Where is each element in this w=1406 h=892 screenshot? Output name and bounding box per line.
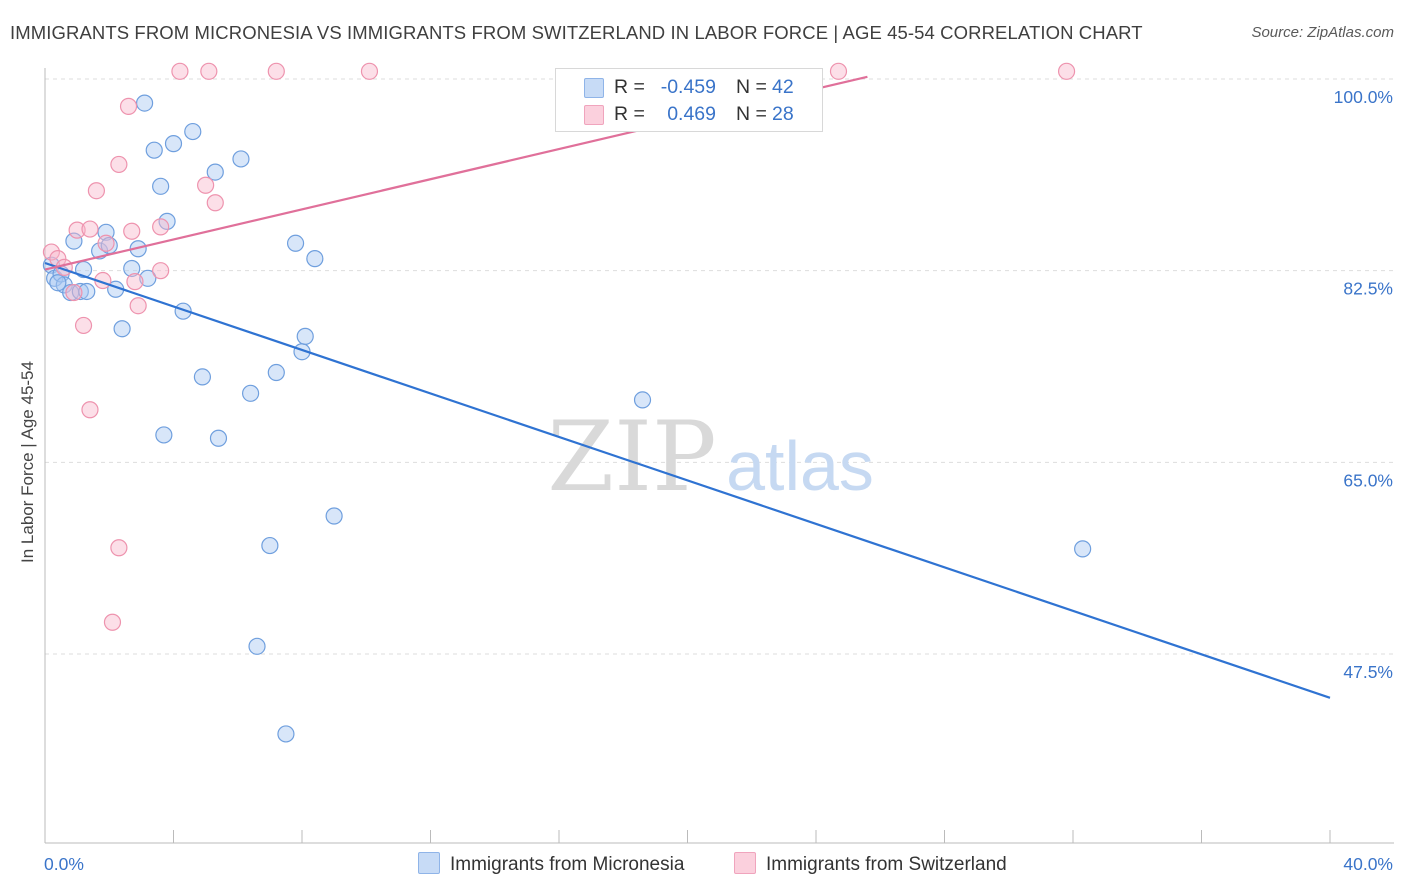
data-point (126, 273, 144, 291)
data-point (42, 243, 61, 261)
data-point (171, 62, 189, 80)
y-axis-title: In Labor Force | Age 45-54 (18, 361, 37, 563)
data-point (78, 282, 96, 301)
data-point (74, 316, 93, 335)
data-point (174, 302, 192, 320)
grid-lines (45, 78, 1394, 655)
watermark-atlas: atlas (726, 427, 874, 505)
data-point (155, 426, 173, 444)
series-legend: Immigrants from Micronesia Immigrants fr… (0, 852, 1406, 878)
source-credit: Source: ZipAtlas.com (1251, 24, 1394, 41)
data-point (1057, 62, 1076, 80)
legend-label-switzerland: Immigrants from Switzerland (766, 854, 1007, 875)
data-point (306, 250, 324, 268)
data-point (123, 222, 141, 240)
chart-title: IMMIGRANTS FROM MICRONESIA VS IMMIGRANTS… (10, 22, 1143, 43)
legend-label-micronesia: Immigrants from Micronesia (450, 854, 685, 875)
data-point (152, 218, 170, 236)
data-point (119, 97, 138, 115)
legend-item-micronesia[interactable]: Immigrants from Micronesia (418, 852, 684, 876)
data-point (65, 283, 83, 302)
watermark-zip: ZIP (547, 401, 716, 513)
data-point (206, 194, 224, 212)
data-point (232, 150, 250, 168)
data-point (277, 725, 295, 743)
legend-swatch-micronesia (584, 78, 604, 98)
y-tick-label: 82.5% (1343, 279, 1393, 299)
series-switzerland-points (42, 62, 1076, 631)
legend-swatch-micronesia (418, 852, 440, 874)
data-point (49, 274, 67, 292)
correlation-legend: R = -0.459 N = 42 R = 0.469 N = 28 (555, 68, 823, 132)
data-point (286, 234, 305, 252)
axes (44, 68, 1394, 844)
data-point (139, 269, 157, 287)
data-point (152, 262, 170, 280)
data-point (145, 141, 163, 159)
trend-lines (44, 75, 1331, 699)
tick-labels: 100.0% 82.5% 65.0% 47.5% 0.0% 40.0% (44, 87, 1393, 874)
y-tick-label: 100.0% (1334, 87, 1393, 107)
watermark: ZIP atlas (547, 401, 874, 513)
data-point (206, 163, 224, 181)
legend-r-label: R = (614, 103, 645, 125)
data-point (197, 176, 215, 194)
data-point (110, 155, 128, 174)
data-point (71, 282, 89, 301)
legend-swatch-switzerland (584, 105, 604, 125)
data-point (267, 62, 285, 80)
data-point (81, 220, 99, 238)
legend-n-label: N = (736, 103, 767, 125)
legend-r-value: -0.459 (660, 76, 716, 98)
data-point (261, 536, 279, 555)
x-tick-label: 40.0% (1343, 854, 1393, 874)
y-tick-label: 65.0% (1343, 470, 1393, 490)
data-point (164, 135, 183, 153)
data-point (123, 259, 141, 278)
legend-r-value: 0.469 (667, 103, 716, 125)
data-point (135, 94, 154, 112)
data-point (87, 182, 106, 200)
legend-n-value: 28 (772, 103, 794, 125)
data-point (184, 122, 202, 141)
legend-n-value: 42 (772, 76, 794, 98)
data-point (103, 613, 122, 631)
legend-r-label: R = (614, 76, 645, 98)
data-point (325, 507, 343, 525)
data-point (829, 62, 848, 80)
legend-item-switzerland[interactable]: Immigrants from Switzerland (734, 852, 1007, 876)
data-point (633, 391, 652, 409)
data-point (267, 363, 285, 382)
legend-swatch-switzerland (734, 852, 756, 874)
data-point (81, 401, 99, 419)
data-point (129, 297, 147, 315)
data-point (242, 384, 260, 402)
data-point (68, 221, 86, 239)
data-point (360, 62, 379, 80)
x-tick-label: 0.0% (44, 854, 84, 874)
data-point (1074, 540, 1092, 558)
data-point (113, 320, 131, 338)
legend-row-micronesia: R = -0.459 N = 42 (556, 74, 822, 100)
data-point (65, 232, 83, 250)
data-point (209, 429, 228, 447)
data-point (110, 539, 128, 557)
data-point (97, 234, 115, 252)
data-point (296, 327, 314, 345)
legend-n-label: N = (736, 76, 767, 98)
data-point (193, 368, 212, 386)
data-point (152, 177, 170, 195)
data-point (248, 637, 266, 655)
data-point (200, 62, 218, 80)
legend-row-switzerland: R = 0.469 N = 28 (556, 101, 822, 127)
series-micronesia-points (42, 94, 1092, 743)
trend-line-0 (44, 261, 1331, 699)
y-tick-label: 47.5% (1343, 662, 1393, 682)
